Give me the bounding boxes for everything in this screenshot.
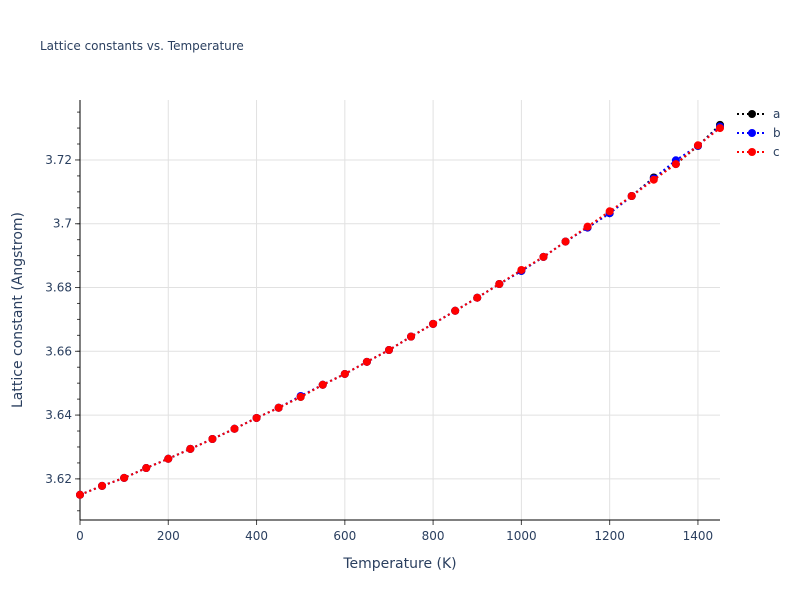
x-tick-label: 1400: [683, 529, 714, 543]
y-axis-label: Lattice constant (Angstrom): [10, 212, 26, 408]
y-tick-label: 3.66: [45, 344, 72, 358]
data-point-c: [186, 444, 195, 453]
data-point-c: [252, 413, 261, 422]
y-tick-label: 3.72: [45, 153, 72, 167]
data-point-c: [473, 293, 482, 302]
grid: [80, 100, 720, 520]
data-point-c: [76, 490, 84, 499]
chart-title: Lattice constants vs. Temperature: [40, 39, 244, 53]
data-point-c: [230, 424, 239, 433]
legend-item-c[interactable]: c: [737, 145, 780, 159]
x-tick-label: 200: [157, 529, 180, 543]
data-point-c: [561, 237, 570, 246]
x-tick-label: 600: [333, 529, 356, 543]
legend-marker: [748, 148, 756, 156]
data-point-c: [451, 306, 460, 315]
data-point-c: [362, 357, 371, 366]
legend[interactable]: abc: [737, 107, 781, 159]
series-a: [76, 120, 724, 499]
data-point-c: [142, 464, 151, 473]
legend-label: a: [773, 107, 780, 121]
data-point-c: [495, 280, 504, 289]
legend-marker: [748, 129, 756, 137]
x-tick-label: 1000: [506, 529, 537, 543]
data-point-c: [407, 332, 416, 341]
x-tick-label: 400: [245, 529, 268, 543]
data-point-c: [208, 434, 217, 443]
series-b: [76, 122, 724, 499]
data-point-c: [605, 207, 614, 216]
data-point-c: [716, 124, 724, 133]
x-axis-label: Temperature (K): [342, 556, 456, 572]
data-point-c: [539, 252, 548, 261]
data-point-c: [98, 481, 107, 490]
data-point-c: [296, 392, 305, 401]
data-point-c: [627, 191, 636, 200]
data-point-c: [671, 160, 680, 169]
data-point-c: [649, 175, 658, 184]
series-c: [76, 124, 724, 499]
series-line-b: [79, 125, 721, 496]
legend-label: c: [773, 145, 780, 159]
data-point-c: [164, 454, 173, 463]
axes: 0 200 400 600 800 1000 1200 1400 3.62 3.64 3.66 3.6…: [45, 100, 720, 543]
series-group: [76, 120, 724, 499]
y-tick-label: 3.64: [45, 408, 72, 422]
data-point-c: [318, 380, 327, 389]
data-point-c: [120, 473, 129, 482]
legend-marker: [748, 110, 756, 118]
legend-item-a[interactable]: a: [737, 107, 780, 121]
data-point-c: [429, 319, 438, 328]
data-point-c: [384, 346, 393, 355]
legend-label: b: [773, 126, 781, 140]
y-tick-label: 3.7: [53, 217, 72, 231]
series-line-a: [79, 124, 721, 496]
data-point-c: [274, 403, 283, 412]
x-tick-label: 0: [76, 529, 84, 543]
legend-item-b[interactable]: b: [737, 126, 781, 140]
data-point-c: [340, 369, 349, 378]
x-tick-label: 800: [422, 529, 445, 543]
data-point-c: [517, 265, 526, 274]
x-tick-label: 1200: [594, 529, 625, 543]
data-point-c: [693, 141, 702, 150]
series-line-c: [79, 127, 721, 496]
y-tick-label: 3.68: [45, 281, 72, 295]
data-point-c: [583, 222, 592, 231]
y-tick-label: 3.62: [45, 472, 72, 486]
